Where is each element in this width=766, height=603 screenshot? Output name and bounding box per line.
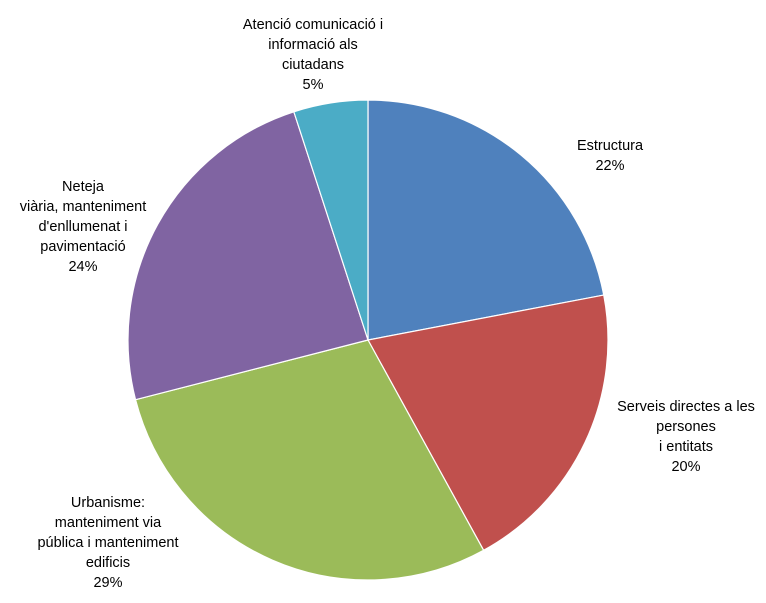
slice-percent-text: 20%: [671, 459, 700, 475]
pie-slice: [367, 294, 609, 552]
slice-label-text: i entitats: [659, 439, 713, 455]
slice-label-text: ciutadans: [282, 57, 344, 73]
slice-data-label: Urbanisme: manteniment via pública i mante…: [37, 495, 178, 591]
slice-label-text: manteniment via: [55, 515, 162, 531]
slice-percent-text: 22%: [595, 158, 624, 174]
slice-label-text: Estructura: [577, 138, 644, 154]
pie-slice: [127, 110, 369, 401]
pie-slice: [293, 99, 369, 341]
slice-data-label: Serveis directes a les persones i entitats…: [617, 399, 755, 475]
slice-label-text: edificis: [86, 555, 130, 571]
pie-slice: [134, 339, 485, 581]
slice-label-text: Atenció comunicació i: [243, 17, 383, 33]
pie-slices: [127, 99, 609, 581]
slice-label-text: pública i manteniment: [37, 535, 178, 551]
slice-label-text: Neteja: [62, 179, 105, 195]
slice-percent-text: 24%: [68, 259, 97, 275]
slice-data-label: Neteja viària, manteniment d'enllumenat i p…: [20, 179, 147, 275]
slice-label-text: Urbanisme:: [71, 495, 145, 511]
slice-percent-text: 5%: [303, 77, 324, 93]
slice-percent-text: 29%: [93, 575, 122, 591]
slice-label-text: d'enllumenat i: [38, 219, 127, 235]
slice-data-label: Atenció comunicació i informació als ciuta…: [243, 17, 383, 93]
slice-label-text: Serveis directes a les: [617, 399, 755, 415]
data-labels: Estructura 22% Serveis directes a les perso…: [20, 17, 755, 591]
slice-data-label: Estructura 22%: [577, 138, 644, 174]
slice-label-text: informació als: [268, 37, 357, 53]
slice-label-text: persones: [656, 419, 716, 435]
pie-slice: [367, 99, 605, 341]
slice-label-text: viària, manteniment: [20, 199, 147, 215]
slice-label-text: pavimentació: [40, 239, 125, 255]
